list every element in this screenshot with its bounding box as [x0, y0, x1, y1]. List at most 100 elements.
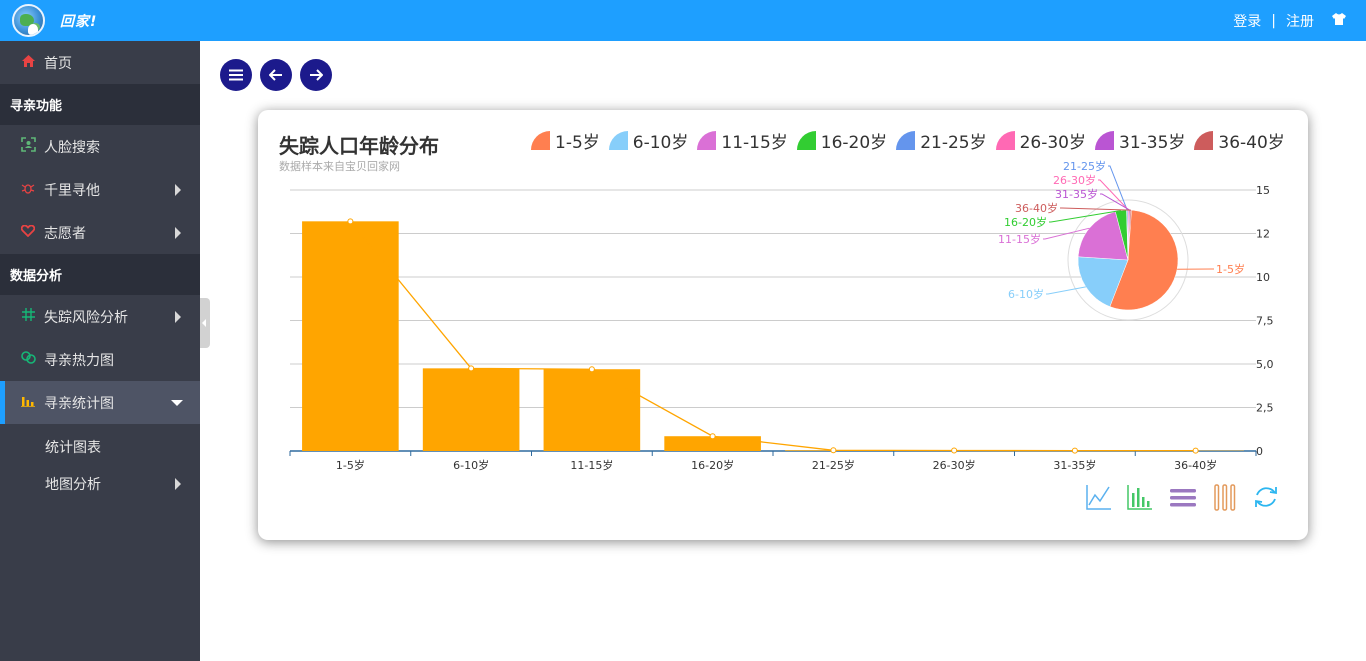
sidebar-item-label: 人脸搜索: [44, 139, 100, 156]
sidebar-item-volunteer[interactable]: 志愿者: [0, 211, 200, 254]
legend-item[interactable]: 11-15岁: [697, 128, 788, 153]
forward-button[interactable]: [300, 59, 332, 91]
chevron-right-icon: [175, 184, 181, 196]
chart-canvas: 0 2,5 5,0 7,5 10 12 15 1-5岁 6-10岁 11-15岁 16-20岁 21-…: [289, 159, 1277, 511]
menu-button[interactable]: [220, 59, 252, 91]
sidebar-item-heatmap[interactable]: 寻亲热力图: [0, 338, 200, 381]
chart-title: 失踪人口年龄分布: [279, 134, 439, 158]
chevron-down-icon: [171, 400, 183, 406]
y-tick-label: 10: [1256, 271, 1270, 284]
sidebar-item-face-search[interactable]: 人脸搜索: [0, 125, 200, 168]
sidebar-subitem-label: 地图分析: [45, 476, 101, 493]
face-scan-icon: [20, 137, 36, 156]
pie-label-line: [1108, 165, 1128, 211]
register-link[interactable]: 注册: [1286, 14, 1314, 30]
data-point: [347, 218, 354, 225]
legend-label: 31-35岁: [1119, 133, 1186, 153]
legend-label: 11-15岁: [721, 133, 788, 153]
pie-label: 26-30岁: [1053, 173, 1096, 187]
pie-label: 16-20岁: [1004, 215, 1047, 229]
sidebar-item-risk[interactable]: 失踪风险分析: [0, 295, 200, 338]
sidebar-item-stats[interactable]: 寻亲统计图: [0, 381, 200, 424]
pie-label: 21-25岁: [1063, 159, 1106, 173]
x-tick-label: 21-25岁: [812, 458, 855, 472]
pie-label: 6-10岁: [1008, 287, 1044, 301]
data-point: [1192, 447, 1199, 454]
pie-slice: [1077, 211, 1129, 261]
pie-label-line: [1098, 179, 1129, 211]
trend-line: [349, 220, 1196, 452]
legend-item[interactable]: 21-25岁: [896, 128, 987, 153]
x-tick-label: 1-5岁: [336, 458, 365, 472]
tiled-icon[interactable]: [1214, 484, 1236, 511]
data-point: [830, 447, 837, 454]
stack-icon[interactable]: [1170, 489, 1196, 507]
menu-icon: [229, 69, 243, 81]
chevron-right-icon: [175, 227, 181, 239]
y-tick-label: 12: [1256, 228, 1270, 241]
sidebar-section-search: 寻亲功能: [0, 84, 200, 125]
y-tick-label: 5,0: [1256, 358, 1274, 371]
pie-label-line: [1049, 210, 1121, 223]
data-point: [588, 366, 595, 373]
sidebar-item-label: 志愿者: [44, 225, 86, 242]
legend-label: 26-30岁: [1019, 133, 1086, 153]
chevron-right-icon: [175, 311, 181, 323]
chart-subtitle: 数据样本来自宝贝回家网: [279, 160, 400, 173]
legend-item[interactable]: 6-10岁: [608, 128, 689, 153]
bar: [543, 369, 641, 451]
pie-label: 36-40岁: [1015, 201, 1058, 215]
legend-item[interactable]: 31-35岁: [1095, 128, 1185, 153]
legend-item[interactable]: 26-30岁: [995, 128, 1086, 153]
data-point: [1071, 447, 1078, 454]
legend-item[interactable]: 1-5岁: [531, 128, 600, 153]
legend-label: 6-10岁: [632, 133, 689, 153]
x-tick-label: 6-10岁: [453, 458, 489, 472]
legend-label: 36-40岁: [1218, 133, 1285, 153]
bar-chart-icon: [20, 395, 36, 411]
sidebar-section-analysis: 数据分析: [0, 254, 200, 295]
pie-label: 1-5岁: [1216, 262, 1245, 276]
legend-label: 21-25岁: [920, 133, 987, 153]
sidebar-item-label: 寻亲统计图: [44, 395, 114, 412]
y-tick-label: 2,5: [1256, 402, 1274, 415]
pie-label-line: [1043, 227, 1090, 240]
x-tick-label: 31-35岁: [1053, 458, 1096, 472]
login-link[interactable]: 登录: [1233, 14, 1262, 30]
pie-label-line: [1060, 207, 1131, 211]
shirt-icon[interactable]: [1332, 13, 1346, 29]
x-tick-label: 11-15岁: [570, 458, 613, 472]
sidebar-item-label: 千里寻他: [44, 182, 100, 199]
bar: [664, 436, 761, 451]
y-tick-label: 7,5: [1256, 315, 1274, 328]
legend-item[interactable]: 16-20岁: [796, 128, 887, 153]
data-point: [468, 365, 475, 372]
sidebar-item-label: 寻亲热力图: [44, 352, 114, 369]
back-button[interactable]: [260, 59, 292, 91]
legend-item[interactable]: 36-40岁: [1194, 128, 1285, 153]
bar: [302, 221, 399, 451]
heatmap-icon: [20, 351, 36, 368]
x-tick-label: 36-40岁: [1174, 458, 1217, 472]
line-chart-icon[interactable]: [1086, 485, 1111, 510]
y-tick-label: 0: [1256, 445, 1263, 458]
pie-ring: [1067, 199, 1189, 321]
bug-icon: [20, 182, 36, 198]
bar: [422, 368, 520, 451]
top-navbar: 回家! 登录 | 注册: [0, 0, 1366, 41]
pie-slice: [1109, 209, 1179, 311]
bar-chart-icon[interactable]: [1127, 485, 1152, 510]
logo-icon[interactable]: [12, 4, 45, 37]
header-divider: |: [1271, 13, 1276, 29]
sidebar-subitem-map[interactable]: 地图分析: [0, 465, 200, 502]
pie-label: 11-15岁: [998, 232, 1041, 246]
home-icon: [20, 54, 36, 71]
sidebar-subitem-label: 统计图表: [45, 439, 101, 456]
data-point: [709, 433, 716, 440]
sidebar-subitem-chart[interactable]: 统计图表: [0, 428, 200, 465]
sidebar-item-qianli[interactable]: 千里寻他: [0, 168, 200, 211]
sidebar-collapse-handle[interactable]: [200, 298, 210, 348]
sidebar-item-home[interactable]: 首页: [0, 41, 200, 84]
refresh-icon[interactable]: [1255, 487, 1277, 507]
x-tick-label: 26-30岁: [933, 458, 976, 472]
